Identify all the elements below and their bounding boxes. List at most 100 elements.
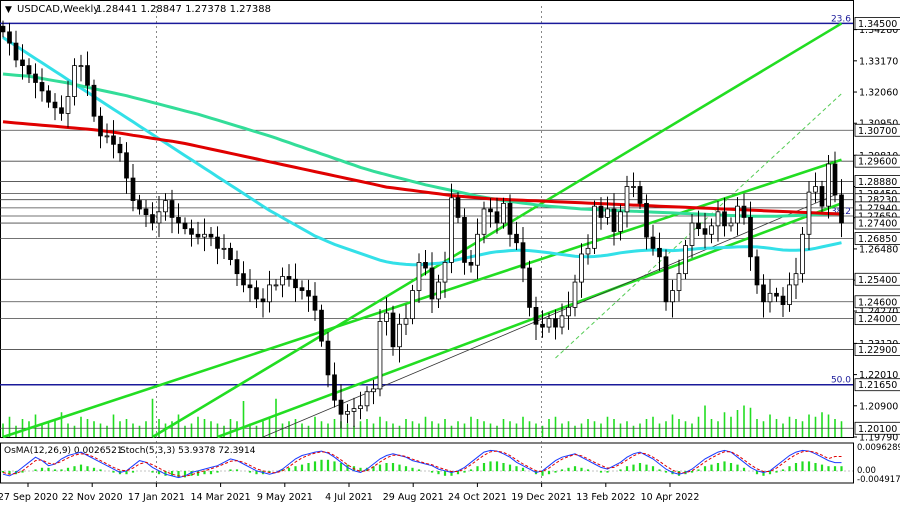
time-label: 24 Oct 2021 [448, 492, 507, 503]
candle-body [481, 208, 487, 235]
candle-body [761, 284, 766, 303]
candle-body [410, 290, 415, 320]
candle-body [195, 233, 201, 238]
candle-body [520, 242, 526, 269]
candle-body [787, 284, 792, 305]
candle-body [306, 290, 311, 297]
candles-layer [0, 20, 844, 429]
candle-body [598, 205, 604, 218]
stoch-label: Stoch(5,3,3) 53.9378 72.3914 [120, 446, 256, 456]
candle-body [397, 323, 402, 348]
candle-body [611, 208, 617, 232]
level-price-label: 1.26850 [858, 234, 897, 245]
candle-body [767, 292, 773, 303]
candle-body [696, 222, 701, 230]
level-price-box [854, 378, 900, 392]
candle-body [553, 318, 558, 328]
candle-body [325, 340, 331, 376]
candle-body [247, 284, 253, 289]
candle-body [793, 273, 799, 286]
level-price-label: 1.28230 [858, 195, 897, 206]
channel-line[interactable] [555, 93, 842, 359]
candle-body [462, 217, 467, 263]
candle-body [26, 65, 32, 75]
channel-line[interactable] [2, 158, 842, 439]
candle-body [293, 278, 298, 289]
candle-body [442, 262, 448, 283]
candle-body [0, 25, 6, 33]
candle-body [215, 236, 220, 249]
candle-body [663, 256, 669, 303]
level-price-label: 1.20100 [858, 424, 897, 435]
candle-body [202, 233, 207, 238]
candle-body [403, 318, 409, 325]
channel-line[interactable] [217, 202, 842, 439]
candle-body [839, 194, 844, 224]
candle-body [254, 287, 259, 300]
candle-body [241, 273, 246, 286]
candle-body [527, 267, 532, 308]
candle-body [735, 205, 740, 224]
time-label: 22 Nov 2020 [62, 492, 123, 503]
candle-body [221, 247, 227, 250]
candle-body [455, 197, 461, 218]
level-price-box [854, 295, 900, 309]
price-tick-label: 1.32060 [859, 88, 898, 99]
candle-body [156, 211, 162, 224]
candle-body [111, 135, 116, 145]
candle-body [416, 262, 422, 291]
candle-body [85, 65, 90, 86]
price-tick-label: 1.24270 [859, 307, 898, 318]
candle-body [351, 408, 357, 412]
level-price-label: 1.21650 [858, 380, 897, 391]
ohlc-values: 1.28441 1.28847 1.27378 1.27388 [96, 4, 271, 15]
candle-body [468, 262, 474, 266]
candle-body [501, 202, 506, 224]
candle-body [494, 211, 500, 224]
candle-body [676, 273, 682, 291]
time-label: 14 Mar 2021 [190, 492, 250, 503]
candle-body [689, 222, 695, 246]
stoch-signal-line [2, 450, 842, 477]
candle-body [559, 315, 565, 328]
level-price-label: 1.34500 [858, 19, 897, 30]
time-axis: 27 Sep 2020 22 Nov 2020 17 Jan 2021 14 Mar … [0, 483, 699, 503]
symbol-label: USDCAD,Weekly [17, 4, 99, 15]
level-price-box [854, 216, 900, 230]
level-price-label: 1.24600 [858, 297, 897, 308]
candle-body [117, 143, 123, 154]
candle-body [429, 267, 435, 300]
candle-body [624, 186, 630, 213]
candle-body [754, 256, 760, 286]
candle-body [774, 292, 779, 297]
candle-body [449, 197, 454, 263]
candle-body [546, 318, 552, 328]
candle-body [572, 281, 578, 308]
level-price-box [854, 123, 900, 137]
candle-body [377, 321, 383, 390]
osma-label: OsMA(12,26,9) 0.0026521 [4, 446, 123, 456]
indicator-tick-label: 0.00 [857, 466, 876, 476]
level-price-label: 1.25400 [858, 275, 897, 286]
candle-body [33, 73, 38, 83]
fib-level-label: 23.6 [831, 14, 851, 24]
price-tick-label: 1.20900 [859, 401, 898, 412]
candle-body [741, 205, 747, 218]
candle-body [189, 228, 194, 235]
candle-body [52, 101, 58, 109]
candle-body [475, 233, 480, 266]
ma-layer [2, 36, 842, 267]
time-label: 27 Sep 2020 [0, 492, 58, 503]
candle-body [566, 306, 571, 317]
candle-body [78, 65, 84, 68]
candle-body [182, 222, 188, 230]
candle-body [826, 163, 831, 207]
candle-body [143, 208, 149, 216]
dropdown-arrow-icon[interactable]: ▼ [5, 5, 12, 15]
candle-body [20, 59, 25, 67]
indicator-tick-label: -0.0049174 [857, 475, 900, 485]
candle-body [299, 287, 305, 291]
candle-body [176, 217, 181, 224]
